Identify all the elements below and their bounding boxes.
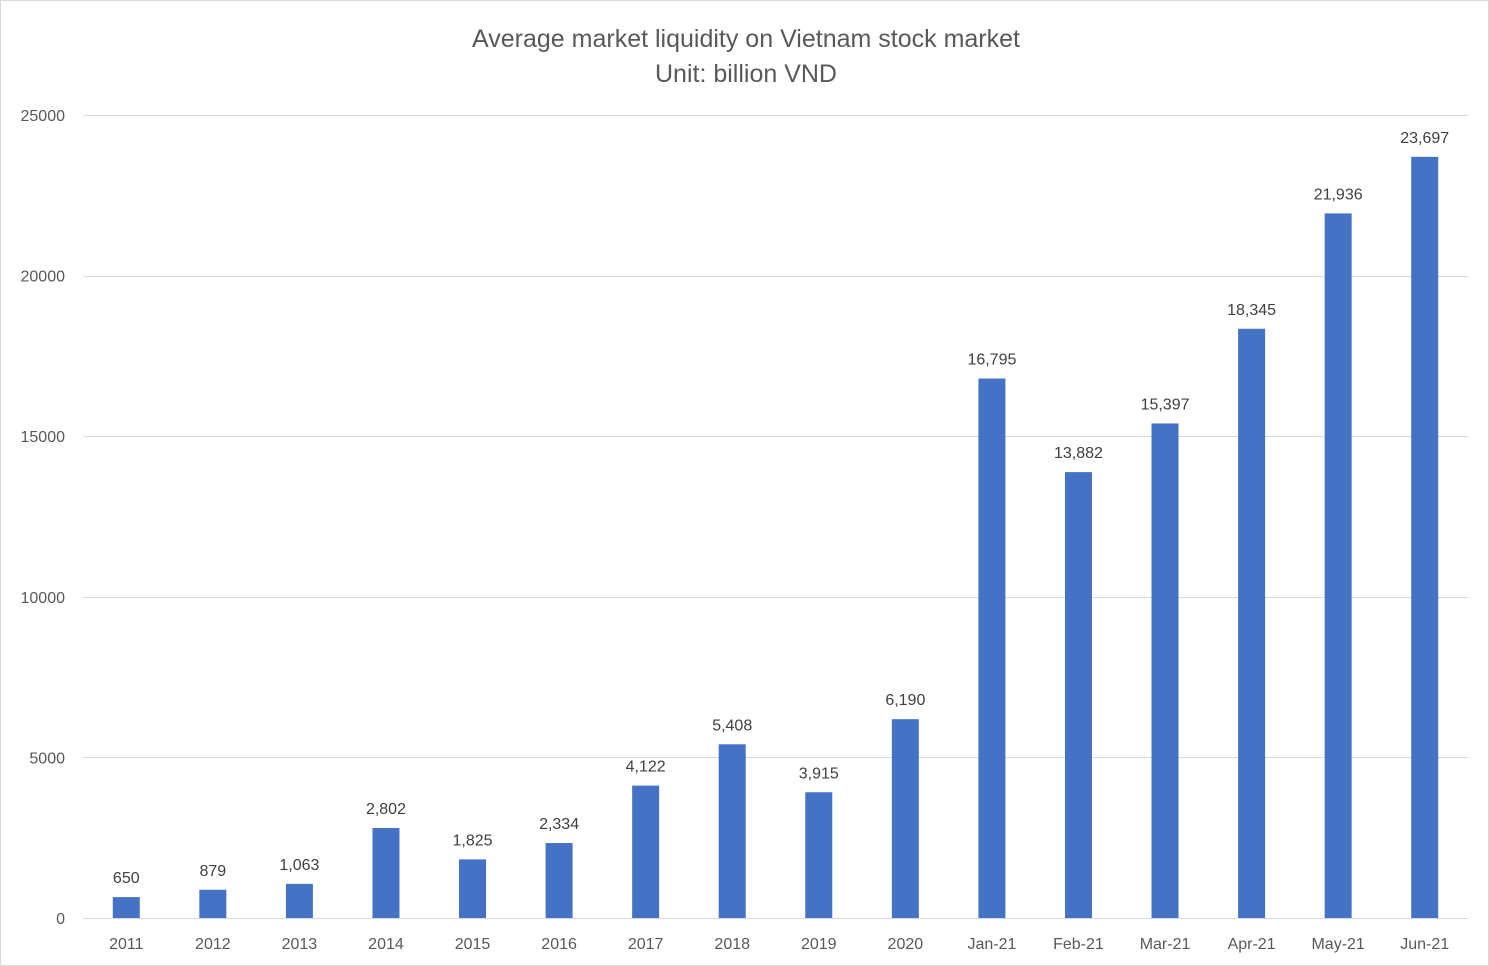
bar	[1324, 213, 1352, 919]
y-tick-label: 0	[56, 911, 65, 928]
x-tick-label: 2014	[368, 936, 404, 953]
x-tick-label: 2011	[109, 936, 144, 953]
bar	[1151, 423, 1179, 918]
x-tick-label: 2018	[714, 936, 750, 953]
y-tick-label: 10000	[21, 590, 66, 607]
data-label: 2,802	[366, 801, 406, 818]
y-tick-label: 25000	[21, 108, 66, 125]
x-tick-label: 2017	[628, 936, 664, 953]
y-tick-label: 5000	[29, 750, 65, 767]
y-axis-tick-labels: 0 5000 10000 15000 20000 25000	[21, 108, 66, 928]
bar	[545, 843, 573, 918]
data-label: 16,795	[967, 352, 1016, 369]
bar	[718, 744, 746, 918]
x-tick-label: Feb-21	[1053, 936, 1104, 953]
bar	[632, 785, 660, 918]
data-label: 879	[199, 863, 226, 880]
data-label: 4,122	[626, 759, 666, 776]
chart-subtitle: Unit: billion VND	[655, 60, 837, 88]
x-tick-label: 2012	[195, 936, 231, 953]
data-labels: 650 879 1,063 2,802 1,825 2,334 4,122 5,408 3,91…	[113, 130, 1449, 887]
x-tick-label: Jun-21	[1400, 936, 1449, 953]
data-label: 6,190	[885, 692, 925, 709]
data-label: 1,825	[453, 832, 493, 849]
x-tick-label: Mar-21	[1140, 936, 1191, 953]
bar	[978, 378, 1006, 919]
x-tick-label: 2020	[888, 936, 924, 953]
data-label: 15,397	[1141, 396, 1190, 413]
data-label: 5,408	[712, 717, 752, 734]
x-tick-label: Jan-21	[967, 936, 1016, 953]
data-label: 1,063	[279, 857, 319, 874]
bar	[1064, 472, 1092, 918]
x-tick-label: Apr-21	[1228, 936, 1276, 953]
bar	[891, 719, 919, 918]
x-tick-label: 2016	[541, 936, 577, 953]
y-tick-label: 15000	[21, 429, 66, 446]
bar	[112, 897, 140, 918]
y-tick-label: 20000	[21, 269, 66, 286]
bars	[112, 156, 1439, 919]
x-tick-label: May-21	[1311, 936, 1364, 953]
bar	[372, 827, 400, 918]
data-label: 2,334	[539, 816, 579, 833]
bar	[199, 889, 227, 918]
data-label: 3,915	[799, 765, 839, 782]
bar	[285, 883, 313, 918]
data-label: 13,882	[1054, 445, 1103, 462]
bar	[1411, 156, 1439, 918]
x-tick-label: 2015	[455, 936, 491, 953]
x-axis-tick-labels: 2011 2012 2013 2014 2015 2016 2017 2018 2019 2020…	[109, 936, 1449, 953]
data-label: 23,697	[1400, 130, 1449, 147]
chart-title: Average market liquidity on Vietnam stoc…	[472, 25, 1020, 53]
bar	[1238, 328, 1266, 918]
bar	[805, 792, 833, 918]
data-label: 18,345	[1227, 302, 1276, 319]
data-label: 21,936	[1314, 186, 1363, 203]
gridlines	[83, 115, 1468, 919]
x-tick-label: 2019	[801, 936, 837, 953]
data-label: 650	[113, 870, 140, 887]
bar	[459, 859, 487, 918]
x-tick-label: 2013	[282, 936, 318, 953]
